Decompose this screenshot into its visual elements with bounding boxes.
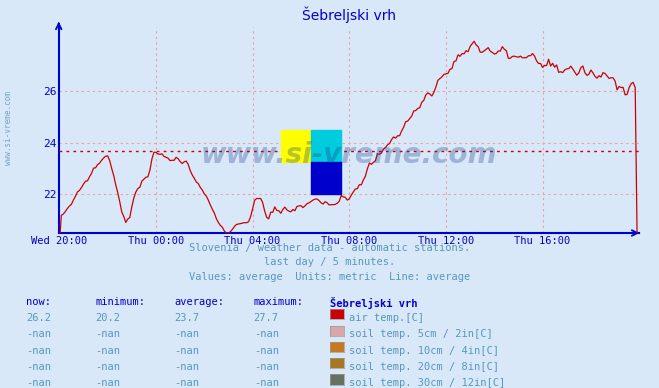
Bar bbox=[311, 130, 341, 162]
Text: 23.7: 23.7 bbox=[175, 313, 200, 323]
Text: -nan: -nan bbox=[175, 329, 200, 340]
Text: 26.2: 26.2 bbox=[26, 313, 51, 323]
Text: last day / 5 minutes.: last day / 5 minutes. bbox=[264, 257, 395, 267]
Text: -nan: -nan bbox=[96, 378, 121, 388]
Text: maximum:: maximum: bbox=[254, 297, 304, 307]
Text: now:: now: bbox=[26, 297, 51, 307]
Text: minimum:: minimum: bbox=[96, 297, 146, 307]
Text: www.si-vreme.com: www.si-vreme.com bbox=[4, 91, 13, 165]
Title: Šebreljski vrh: Šebreljski vrh bbox=[302, 7, 396, 23]
Text: -nan: -nan bbox=[96, 329, 121, 340]
Text: -nan: -nan bbox=[96, 346, 121, 356]
Text: www.si-vreme.com: www.si-vreme.com bbox=[201, 141, 498, 169]
Text: -nan: -nan bbox=[26, 346, 51, 356]
Text: 20.2: 20.2 bbox=[96, 313, 121, 323]
Text: 27.7: 27.7 bbox=[254, 313, 279, 323]
Text: average:: average: bbox=[175, 297, 225, 307]
Text: soil temp. 30cm / 12in[C]: soil temp. 30cm / 12in[C] bbox=[349, 378, 505, 388]
Text: soil temp. 10cm / 4in[C]: soil temp. 10cm / 4in[C] bbox=[349, 346, 500, 356]
Text: -nan: -nan bbox=[26, 378, 51, 388]
Text: -nan: -nan bbox=[26, 329, 51, 340]
Text: soil temp. 20cm / 8in[C]: soil temp. 20cm / 8in[C] bbox=[349, 362, 500, 372]
Text: Slovenia / weather data - automatic stations.: Slovenia / weather data - automatic stat… bbox=[189, 242, 470, 253]
Text: -nan: -nan bbox=[175, 378, 200, 388]
Text: Šebreljski vrh: Šebreljski vrh bbox=[330, 297, 417, 309]
Text: -nan: -nan bbox=[96, 362, 121, 372]
Text: Values: average  Units: metric  Line: average: Values: average Units: metric Line: aver… bbox=[189, 272, 470, 282]
Text: -nan: -nan bbox=[175, 362, 200, 372]
Text: -nan: -nan bbox=[254, 346, 279, 356]
Text: -nan: -nan bbox=[254, 378, 279, 388]
Text: -nan: -nan bbox=[254, 362, 279, 372]
Text: soil temp. 5cm / 2in[C]: soil temp. 5cm / 2in[C] bbox=[349, 329, 493, 340]
Text: -nan: -nan bbox=[175, 346, 200, 356]
Text: air temp.[C]: air temp.[C] bbox=[349, 313, 424, 323]
Bar bbox=[281, 130, 311, 162]
Text: -nan: -nan bbox=[26, 362, 51, 372]
Text: -nan: -nan bbox=[254, 329, 279, 340]
Bar bbox=[311, 162, 341, 194]
